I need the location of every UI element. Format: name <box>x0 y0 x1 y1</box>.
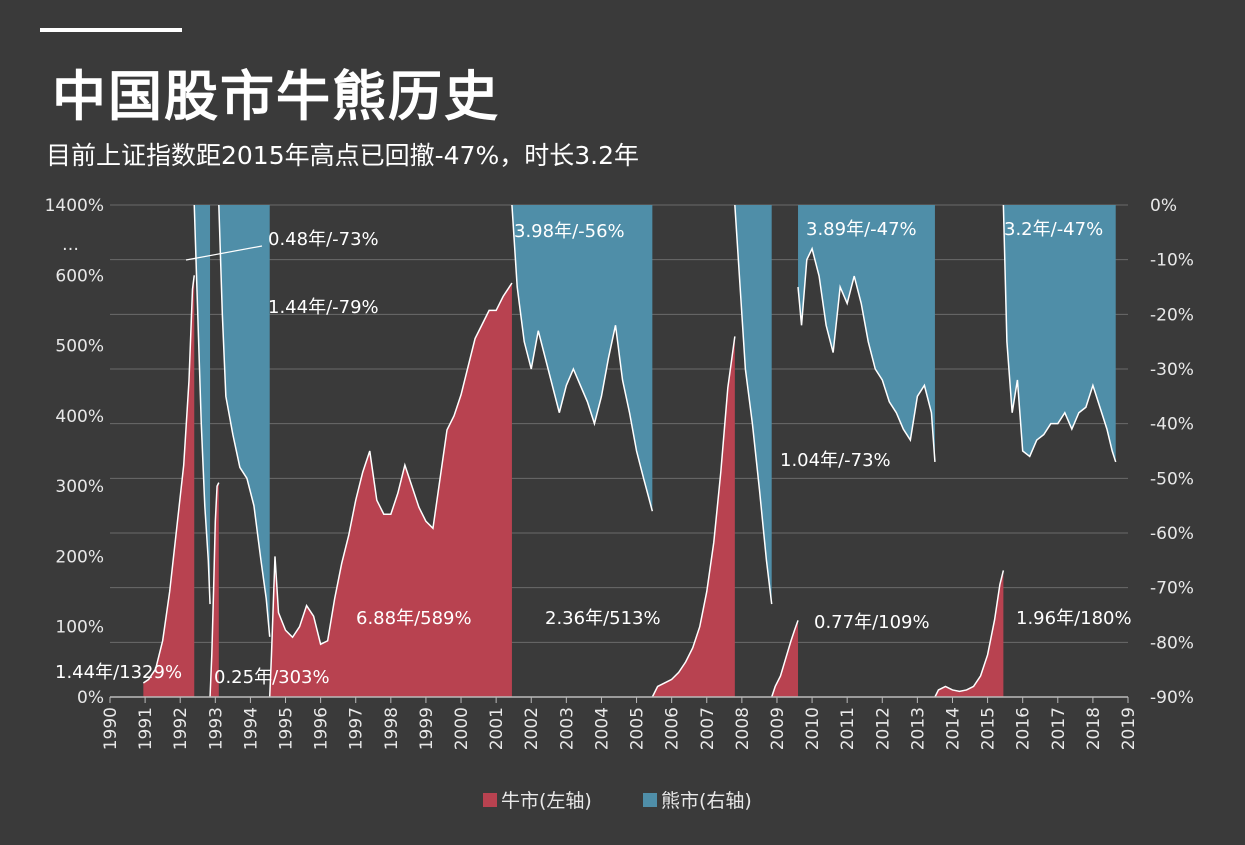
title-rule <box>40 28 182 32</box>
x-tick-label: 1990 <box>101 707 121 750</box>
x-tick-label: 2011 <box>838 707 858 750</box>
y-right-tick-label: -30% <box>1150 360 1194 380</box>
x-tick-label: 1993 <box>206 707 226 750</box>
bull-line-2 <box>268 282 513 698</box>
x-tick-label: 2000 <box>452 707 472 750</box>
y-right-tick-label: -40% <box>1150 415 1194 435</box>
x-tick-label: 2001 <box>487 707 507 750</box>
y-left-tick-label: 300% <box>55 477 104 497</box>
legend-swatch-1 <box>643 793 657 807</box>
bear-area-4 <box>798 205 935 462</box>
legend-label-1: 熊市(右轴) <box>661 790 752 812</box>
bull-area-3 <box>652 336 735 697</box>
bull-area-5 <box>934 570 1004 697</box>
bear-line-2 <box>511 204 654 512</box>
x-tick-label: 1998 <box>382 707 402 750</box>
y-right-tick-label: -80% <box>1150 633 1194 653</box>
bear-areas <box>194 205 1116 637</box>
x-tick-label: 2015 <box>979 707 999 750</box>
bear-area-3 <box>734 205 772 605</box>
bull-line-4 <box>770 620 799 698</box>
bear-line-0 <box>193 204 211 605</box>
y-left-top-label: 1400% <box>45 196 104 216</box>
bear-label-1: 1.44年/-79% <box>268 297 379 318</box>
bull-label-0: 1.44年/1329% <box>55 662 182 683</box>
page-subtitle: 目前上证指数距2015年高点已回撤-47%，时长3.2年 <box>46 141 639 170</box>
x-tick-label: 2016 <box>1014 707 1034 750</box>
bear-line-3 <box>734 204 773 605</box>
bear-label-4: 3.89年/-47% <box>806 219 917 240</box>
bear-label-5: 3.2年/-47% <box>1004 219 1103 240</box>
x-tick-label: 2013 <box>908 707 928 750</box>
bear-label-leader <box>185 245 263 261</box>
x-tick-label: 2009 <box>768 707 788 750</box>
bull-line-0 <box>142 275 195 684</box>
bull-label-4: 0.77年/109% <box>814 612 930 633</box>
bull-label-3: 2.36年/513% <box>545 608 661 629</box>
x-tick-label: 2005 <box>628 707 648 750</box>
axes: 1990 1991 1992 1993 1994 1995 1996 1997 1998 1999… <box>45 196 1194 750</box>
bull-area-0 <box>143 275 195 697</box>
y-left-tick-label: 600% <box>55 266 104 286</box>
x-tick-label: 2006 <box>663 707 683 750</box>
x-tick-label: 1992 <box>171 707 191 750</box>
annotations: 1.44年/1329% 0.25年/303% 6.88年/589% 2.36年/513… <box>55 219 1132 688</box>
x-tick-label: 2010 <box>803 707 823 750</box>
y-right-tick-label: 0% <box>1150 196 1177 216</box>
x-tick-label: 1995 <box>277 707 297 750</box>
legend-swatch-0 <box>483 793 497 807</box>
bull-line-5 <box>934 570 1005 698</box>
y-right-tick-label: -50% <box>1150 469 1194 489</box>
bear-line-1 <box>218 204 271 637</box>
x-tick-label: 2008 <box>733 707 753 750</box>
bear-label-0: 0.48年/-73% <box>268 229 379 250</box>
y-right-tick-label: -10% <box>1150 251 1194 271</box>
y-right-tick-label: -20% <box>1150 305 1194 325</box>
y-left-break-label: … <box>62 235 79 255</box>
y-left-tick-label: 0% <box>77 688 104 708</box>
index-lines <box>142 204 1117 698</box>
grid-lines <box>110 204 1128 698</box>
bull-label-2: 6.88年/589% <box>356 608 472 629</box>
y-left-tick-label: 400% <box>55 407 104 427</box>
x-tick-label: 2018 <box>1084 707 1104 750</box>
bear-line-5 <box>1002 204 1117 463</box>
legend-label-0: 牛市(左轴) <box>501 790 592 812</box>
bull-label-1: 0.25年/303% <box>214 667 330 688</box>
y-right-tick-label: -60% <box>1150 524 1194 544</box>
bear-line-4 <box>797 246 936 462</box>
x-tick-label: 1991 <box>136 707 156 750</box>
bear-label-3: 1.04年/-73% <box>780 450 891 471</box>
x-tick-label: 2019 <box>1119 707 1139 750</box>
x-tick-label: 2012 <box>873 707 893 750</box>
x-tick-label: 2017 <box>1049 707 1069 750</box>
y-left-tick-label: 100% <box>55 618 104 638</box>
bull-line-1 <box>209 482 220 698</box>
bull-area-2 <box>269 283 512 697</box>
bear-area-5 <box>1003 205 1116 462</box>
x-tick-label: 1997 <box>347 707 367 750</box>
bear-area-2 <box>511 205 653 512</box>
bull-line-3 <box>651 336 736 698</box>
x-tick-label: 2004 <box>592 707 612 750</box>
page-title: 中国股市牛熊历史 <box>52 65 500 128</box>
x-tick-label: 2014 <box>943 707 963 750</box>
bear-label-2: 3.98年/-56% <box>514 221 625 242</box>
x-tick-label: 2003 <box>557 707 577 750</box>
y-left-tick-label: 500% <box>55 337 104 357</box>
legend: 牛市(左轴) 熊市(右轴) <box>483 790 752 812</box>
x-tick-label: 2007 <box>698 707 718 750</box>
y-left-tick-label: 200% <box>55 547 104 567</box>
y-right-tick-label: -90% <box>1150 688 1194 708</box>
x-tick-label: 2002 <box>522 707 542 750</box>
x-tick-label: 1999 <box>417 707 437 750</box>
x-tick-label: 1994 <box>241 707 261 750</box>
x-tick-label: 1996 <box>312 707 332 750</box>
bull-label-5: 1.96年/180% <box>1016 608 1132 629</box>
y-right-tick-label: -70% <box>1150 579 1194 599</box>
